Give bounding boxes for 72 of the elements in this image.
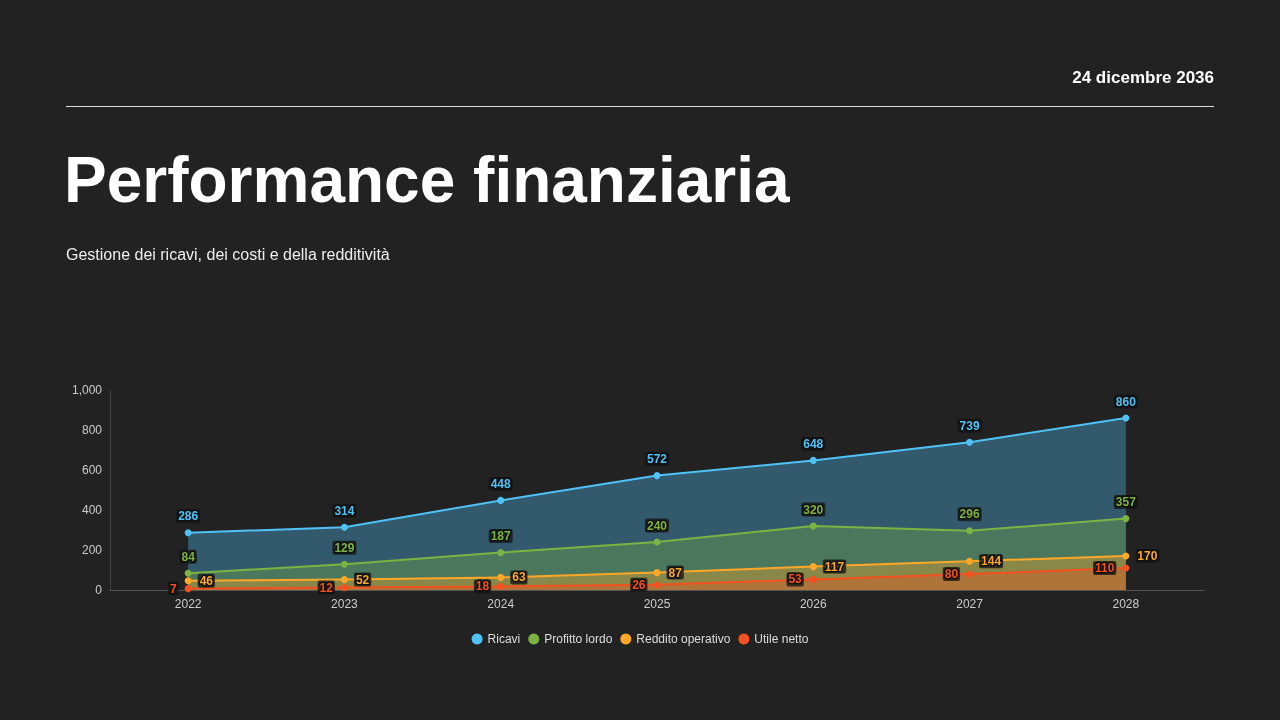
data-label: 63 (512, 570, 526, 585)
point (184, 577, 192, 585)
chart-title: Performance finanziaria (64, 143, 790, 218)
point (497, 549, 505, 557)
x-tick-label: 2027 (956, 597, 984, 611)
x-tick-label: 2025 (643, 597, 671, 611)
data-label: 170 (1137, 549, 1158, 563)
data-label: 648 (803, 436, 824, 451)
data-label: 187 (490, 529, 512, 544)
y-tick-label: 1,000 (71, 383, 103, 397)
point (809, 563, 817, 571)
point (966, 527, 974, 535)
y-tick-label: 200 (81, 543, 103, 557)
data-label: 129 (334, 540, 355, 555)
point (497, 573, 505, 581)
point (340, 576, 348, 584)
y-tick-label: 600 (81, 463, 103, 477)
chart-subtitle: Gestione dei ricavi, dei costi e della redditività (66, 246, 390, 264)
point (340, 560, 348, 568)
point (1122, 515, 1130, 523)
data-label: 18 (475, 579, 490, 594)
data-label: 84 (181, 549, 196, 564)
point (184, 569, 192, 577)
legend-label: Reddito operativo (636, 632, 731, 646)
point (653, 472, 661, 480)
text: 24 dicembre 2036 (1072, 68, 1214, 88)
data-label: 117 (824, 559, 845, 574)
data-label: 12 (319, 580, 334, 595)
data-label: 572 (646, 452, 668, 467)
y-tick-label: 400 (81, 503, 103, 517)
point (653, 581, 661, 589)
data-label: 46 (199, 573, 214, 588)
data-label: 240 (646, 518, 668, 533)
data-label: 314 (334, 503, 355, 518)
point (497, 582, 505, 590)
data-label: 110 (1095, 561, 1115, 575)
point (184, 529, 192, 537)
y-tick-label: 800 (81, 423, 103, 437)
x-tick-label: 2023 (331, 597, 359, 611)
data-label: 296 (959, 507, 980, 522)
point (966, 570, 974, 578)
point (966, 438, 974, 446)
legend-label: Ricavi (487, 632, 521, 646)
legend-label: Profitto lordo (544, 632, 613, 646)
x-tick-label: 2024 (487, 597, 515, 611)
data-label: 860 (1115, 394, 1137, 409)
data-label: 87 (668, 565, 683, 580)
data-label: 286 (178, 509, 199, 524)
data-label: 26 (632, 577, 646, 592)
data-label: 448 (490, 476, 512, 491)
x-tick-label: 2026 (799, 597, 827, 611)
point (809, 456, 817, 464)
data-label: 357 (1115, 495, 1137, 510)
point (497, 496, 505, 504)
data-label: 52 (355, 572, 370, 587)
data-label: 320 (803, 502, 824, 517)
point (184, 585, 192, 593)
data-label: 739 (959, 418, 980, 433)
data-label: 144 (981, 554, 1002, 569)
legend-label: Utile netto (754, 632, 809, 646)
x-tick-label: 2028 (1112, 597, 1140, 611)
point (809, 575, 817, 583)
point (809, 522, 817, 530)
y-tick-label: 0 (95, 583, 103, 597)
point (966, 557, 974, 565)
data-label: 53 (788, 572, 803, 587)
point (340, 523, 348, 531)
data-label: 7 (169, 581, 177, 596)
point (653, 569, 661, 577)
data-label: 80 (944, 567, 959, 581)
x-tick-label: 2022 (174, 597, 202, 611)
point (340, 584, 348, 592)
